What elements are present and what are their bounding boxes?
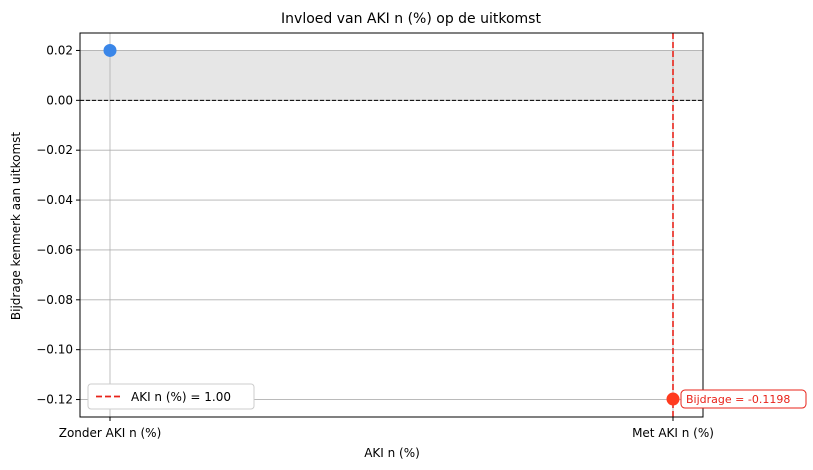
annotation-box — [680, 389, 807, 409]
annotation: Bijdrage = -0.1198 — [680, 389, 807, 409]
shaded-band — [80, 50, 703, 101]
legend-entry-label: AKI n (%) = 1.00 — [131, 390, 231, 404]
plot-background — [80, 50, 703, 101]
x-tick-label: Met AKI n (%) — [632, 426, 714, 440]
x-tick-label: Zonder AKI n (%) — [59, 426, 162, 440]
x-axis-ticks: Zonder AKI n (%) Met AKI n (%) — [59, 417, 714, 440]
data-points — [103, 43, 680, 406]
y-tick-label: −0.06 — [36, 243, 73, 257]
y-tick-label: −0.04 — [36, 193, 73, 207]
y-tick-label: −0.10 — [36, 343, 73, 357]
reference-lines — [80, 33, 703, 417]
y-tick-label: 0.00 — [46, 93, 73, 107]
y-tick-label: 0.02 — [46, 43, 73, 57]
y-tick-label: −0.08 — [36, 293, 73, 307]
data-point — [666, 392, 680, 406]
y-tick-label: −0.02 — [36, 143, 73, 157]
data-point — [103, 43, 117, 57]
plot-frame — [79, 32, 704, 418]
x-axis-label: AKI n (%) — [364, 446, 420, 460]
y-axis-label: Bijdrage kenmerk aan uitkomst — [9, 132, 23, 320]
chart-title: Invloed van AKI n (%) op de uitkomst — [281, 11, 541, 27]
annotation-text: Bijdrage = -0.1198 — [686, 393, 790, 406]
legend: AKI n (%) = 1.00 — [87, 383, 255, 410]
legend-box — [87, 383, 255, 410]
y-axis-ticks: 0.02 0.00 −0.02 −0.04 −0.06 −0.08 −0.10 −0.12 — [36, 43, 80, 407]
y-tick-label: −0.12 — [36, 393, 73, 407]
